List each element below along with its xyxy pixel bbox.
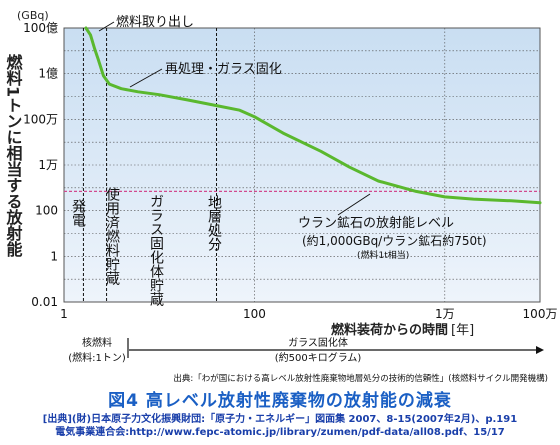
annotation-ore-level-detail: (約1,000GBq/ウラン鉱石約750t) [302,233,487,248]
phase-label-generation: 発電 [70,199,86,227]
credit-line-2: 電気事業連合会:http://www.fepc-atomic.jp/librar… [55,427,505,438]
series-line [84,26,542,205]
y-tick-label: 100 [35,204,58,218]
x-tick-label: 1 [60,307,68,321]
y-tick-label: 100万 [23,112,58,126]
bottom-label-fuel-sub: (燃料:1トン) [68,351,126,364]
annotation-reprocessing: 再処理・ガラス固化 [165,62,282,77]
x-tick-labels: 1 100 1万 100万 [60,307,557,321]
annotation-fuel-removal-leader [98,21,115,32]
y-unit: (GBq) [17,9,49,22]
bottom-label-glass: ガラス固化体 [288,336,348,349]
phase-dividers [82,28,218,302]
annotation-fuel-removal: 燃料取り出し [116,14,194,30]
bottom-arrow-head [536,346,544,354]
credit-line-1: [出典](財)日本原子力文化振興財団:「原子力・エネルギー」図面集 2007、8… [42,414,518,425]
x-tick-label: 100万 [523,307,558,321]
phase-label-storage: 使用済燃料貯蔵 [104,186,120,285]
bottom-label-glass-sub: (約500キログラム) [275,351,362,364]
x-axis-unit: [年] [451,323,474,338]
annotation-reprocessing-leader [129,68,163,88]
annotation-ore-level-leader [337,193,371,216]
y-tick-label: 100億 [23,21,58,35]
x-tick-label: 100 [243,307,266,321]
figure-caption: 図4 高レベル放射性廃棄物の放射能の減衰 [108,391,452,411]
annotation-ore-level: ウラン鉱石の放射能レベル [298,215,454,231]
y-axis-label: 燃料1トンに相当する放射能 [4,53,24,258]
y-tick-label: 0.01 [31,295,58,309]
series-lines [84,26,542,205]
y-tick-label: 1億 [38,67,58,81]
phase-label-disposal: 地層処分 [206,195,222,252]
y-tick-label: 1万 [38,158,58,172]
annotation-ore-level-note: (燃料1t相当) [357,249,409,261]
x-tick-label: 1万 [435,307,455,321]
phase-label-glass-storage: ガラス固化体貯蔵 [148,194,164,306]
bottom-label-fuel: 核燃料 [82,336,112,349]
y-tick-label: 1 [50,249,58,263]
source-note: 出典:「わが国における高レベル放射性廃棄物地層処分の技術的信頼性」(核燃料サイク… [173,373,548,384]
y-tick-labels: 100億 1億 100万 1万 100 1 0.01 [23,21,58,309]
x-axis-label: 燃料装荷からの時間 [331,322,448,338]
